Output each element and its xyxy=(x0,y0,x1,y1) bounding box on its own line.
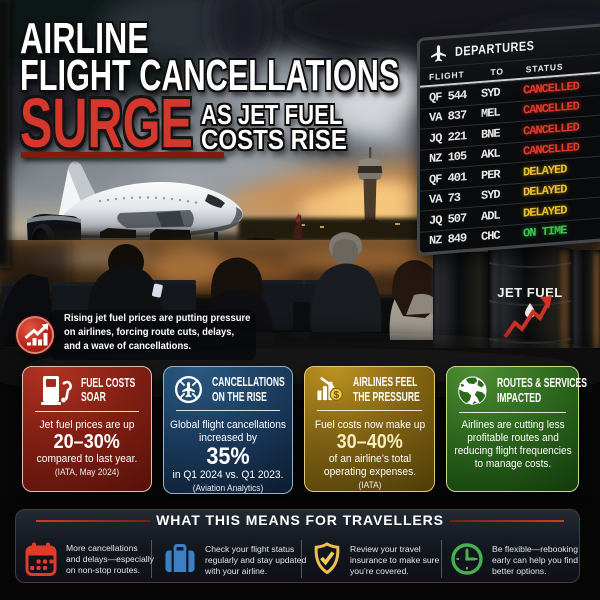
svg-text:JET FUEL: JET FUEL xyxy=(497,285,562,300)
svg-text:$: $ xyxy=(333,390,339,401)
